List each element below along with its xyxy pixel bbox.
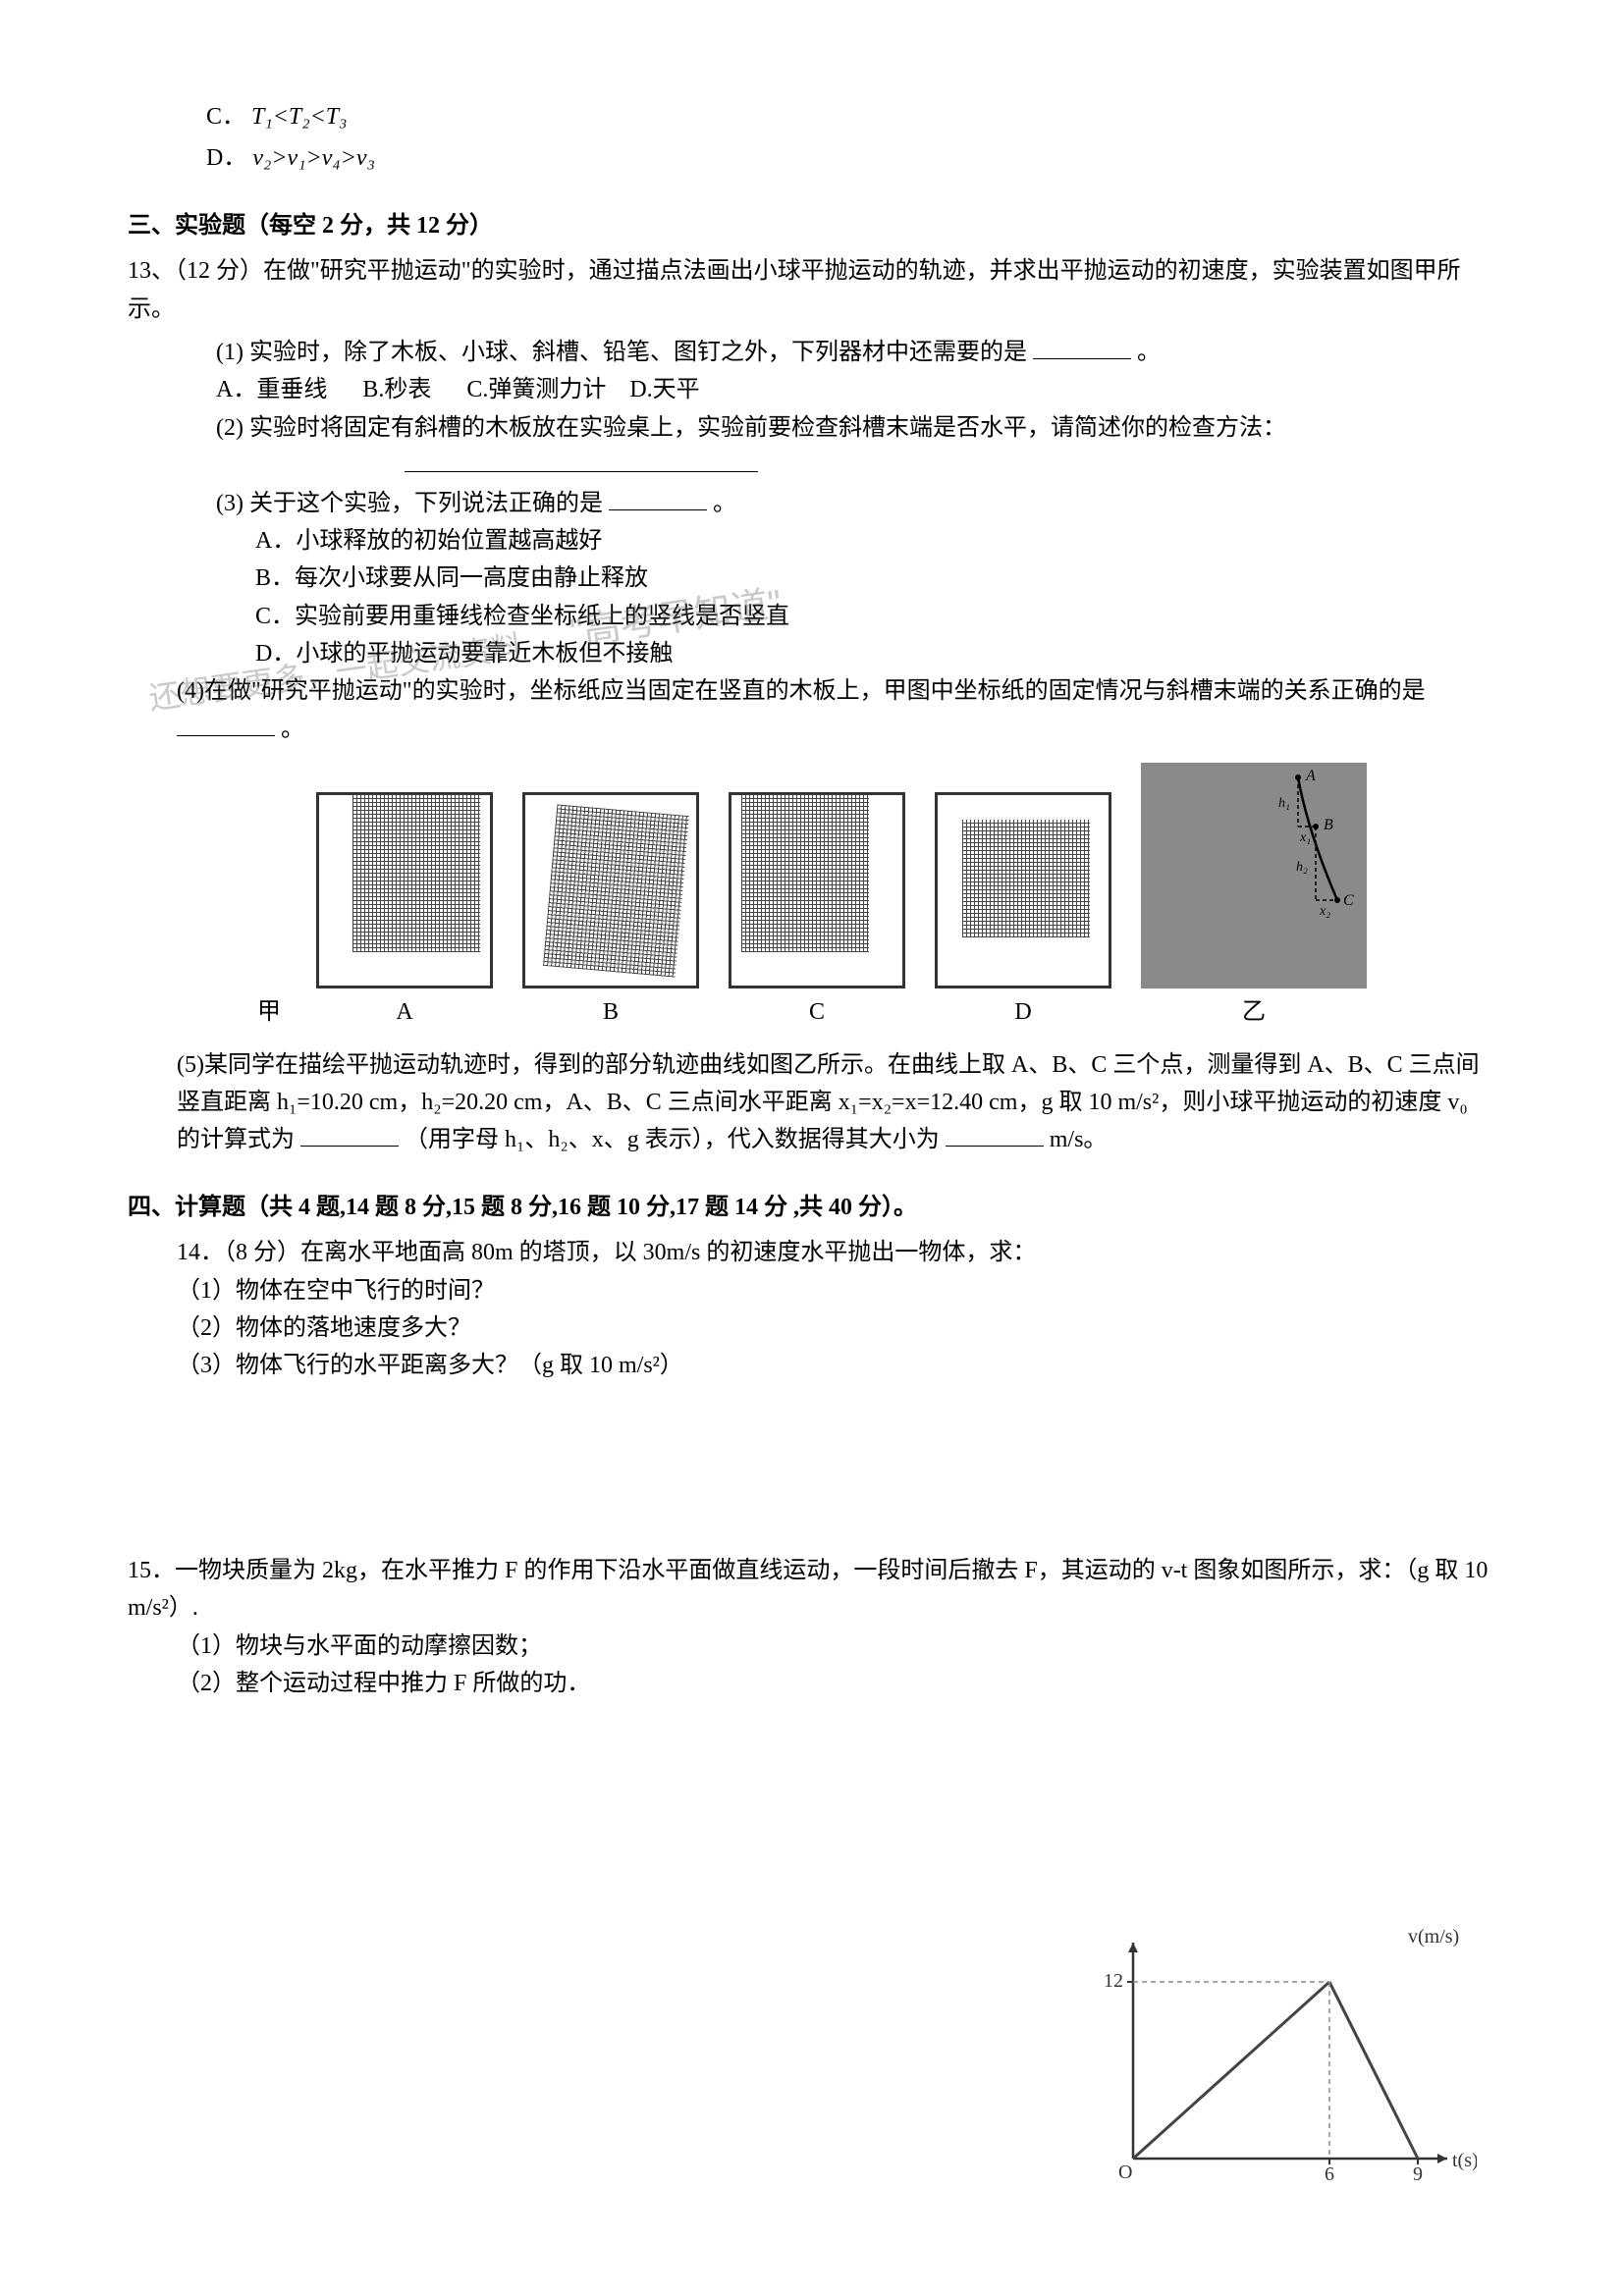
q15-main: 15．一物块质量为 2kg，在水平推力 F 的作用下沿水平面做直线运动，一段时间… (128, 1552, 1496, 1628)
option-c-expr: T₁<T₂<T₃ (251, 104, 347, 130)
q13-header: 13、（12 分）在做"研究平抛运动"的实验时，通过描点法画出小球平抛运动的轨迹… (128, 252, 1496, 328)
svg-text:6: 6 (1325, 2163, 1334, 2185)
svg-text:h₂: h₂ (1296, 860, 1308, 875)
q13-p5-mid: （用字母 h₁、h₂、x、g 表示），代入数据得其大小为 (405, 1127, 940, 1152)
vt-chart: 12 O 6 9 v(m/s) t(s) (1084, 1923, 1477, 2198)
svg-text:B: B (1324, 817, 1333, 833)
q13-part3: (3) 关于这个实验，下列说法正确的是 。 (128, 485, 1496, 522)
trajectory-svg: A B C h₁ x₁ h₂ x₂ (1141, 763, 1367, 988)
q13-p3-opt-a: A．小球释放的初始位置越高越好 (128, 522, 1496, 560)
q14-p2: （2）物体的落地速度多大？ (128, 1309, 1496, 1347)
label-yi: 乙 (1242, 993, 1266, 1031)
board-a: A (316, 792, 493, 1031)
q13-p1-end: 。 (1137, 340, 1161, 365)
q13-p3-opt-d: D．小球的平抛运动要靠近木板但不接触 (128, 635, 1496, 672)
q15-p1: （1）物块与水平面的动摩擦因数； (128, 1628, 1496, 1665)
section-4-title: 四、计算题（共 4 题,14 题 8 分,15 题 8 分,16 题 10 分,… (128, 1189, 1496, 1226)
q13-part1: (1) 实验时，除了木板、小球、斜槽、铅笔、图钉之外，下列器材中还需要的是 。 (128, 334, 1496, 371)
q13-p1-text: (1) 实验时，除了木板、小球、斜槽、铅笔、图钉之外，下列器材中还需要的是 (216, 340, 1027, 365)
q13-p5-unit: m/s。 (1050, 1127, 1108, 1152)
svg-text:v(m/s): v(m/s) (1408, 1926, 1459, 1948)
figure-row: 甲 A B C D (128, 763, 1496, 1031)
q13-p4-text: (4)在做"研究平抛运动"的实验时，坐标纸应当固定在竖直的木板上，甲图中坐标纸的… (177, 678, 1426, 704)
label-c: C (809, 993, 825, 1031)
prev-option-d: D． v₂>v₁>v₄>v₃ (128, 139, 1496, 177)
q13-p2-blank-line: 述你的检查方法： (128, 447, 1496, 484)
option-c-label: C． (206, 104, 245, 130)
spacer (128, 1385, 1496, 1552)
q15-p2: （2）整个运动过程中推力 F 所做的功． (128, 1665, 1496, 1702)
q13-part4: (4)在做"研究平抛运动"的实验时，坐标纸应当固定在竖直的木板上，甲图中坐标纸的… (128, 672, 1496, 748)
label-d: D (1014, 993, 1031, 1031)
q13-p3-text: (3) 关于这个实验，下列说法正确的是 (216, 491, 603, 516)
q13-p4-end: 。 (281, 717, 304, 742)
option-d-label: D． (206, 145, 246, 171)
option-d-expr: v₂>v₁>v₄>v₃ (252, 145, 375, 171)
q13-p3-opt-b: B．每次小球要从同一高度由静止释放 (128, 560, 1496, 597)
board-d: D (935, 792, 1111, 1031)
svg-text:x₂: x₂ (1319, 904, 1330, 919)
blank-input[interactable] (300, 1127, 399, 1147)
board-b: B (522, 792, 699, 1031)
q13-p3-end: 。 (713, 491, 736, 516)
blank-input[interactable] (405, 453, 758, 472)
q13-part2: (2) 实验时将固定有斜槽的木板放在实验桌上，实验前要检查斜槽末端是否水平，请简… (128, 409, 1496, 447)
svg-text:O: O (1118, 2162, 1132, 2183)
section-3-title: 三、实验题（每空 2 分，共 12 分） (128, 207, 1496, 244)
blank-input[interactable] (609, 491, 707, 510)
q13-header-text: 13、（12 分）在做"研究平抛运动"的实验时，通过描点法画出小球平抛运动的轨迹… (128, 258, 1461, 321)
label-jia: 甲 (257, 993, 281, 1031)
svg-text:C: C (1343, 892, 1354, 909)
q14-p1: （1）物体在空中飞行的时间？ (128, 1272, 1496, 1309)
svg-text:x₁: x₁ (1299, 830, 1311, 845)
vt-chart-svg: 12 O 6 9 v(m/s) t(s) (1084, 1923, 1477, 2198)
q13-part5: (5)某同学在描绘平抛运动轨迹时，得到的部分轨迹曲线如图乙所示。在曲线上取 A、… (128, 1046, 1496, 1159)
q13-p2-text: (2) 实验时将固定有斜槽的木板放在实验桌上，实验前要检查斜槽末端是否水平，请简… (216, 415, 1286, 441)
q14-p3: （3）物体飞行的水平距离多大？（g 取 10 m/s²） (128, 1347, 1496, 1384)
svg-text:12: 12 (1104, 1970, 1123, 1992)
blank-input[interactable] (1033, 340, 1131, 359)
svg-text:A: A (1305, 768, 1316, 784)
q13-p1-options: A．重垂线 B.秒表 C.弹簧测力计 D.天平 (128, 371, 1496, 408)
label-a: A (396, 993, 412, 1031)
svg-text:t(s): t(s) (1452, 2150, 1477, 2171)
q14-main: 14．（8 分）在离水平地面高 80m 的塔顶，以 30m/s 的初速度水平抛出… (128, 1234, 1496, 1271)
q13-p3-opt-c: C．实验前要用重锤线检查坐标纸上的竖线是否竖直 (128, 598, 1496, 635)
svg-text:h₁: h₁ (1278, 796, 1290, 811)
diagram-yi-container: A B C h₁ x₁ h₂ x₂ 乙 (1141, 763, 1367, 1031)
label-b: B (603, 993, 619, 1031)
blank-input[interactable] (177, 717, 275, 736)
diagram-yi: A B C h₁ x₁ h₂ x₂ (1141, 763, 1367, 988)
prev-option-c: C． T₁<T₂<T₃ (128, 98, 1496, 135)
board-c: C (729, 792, 905, 1031)
svg-text:9: 9 (1413, 2163, 1423, 2185)
blank-input[interactable] (946, 1127, 1044, 1147)
